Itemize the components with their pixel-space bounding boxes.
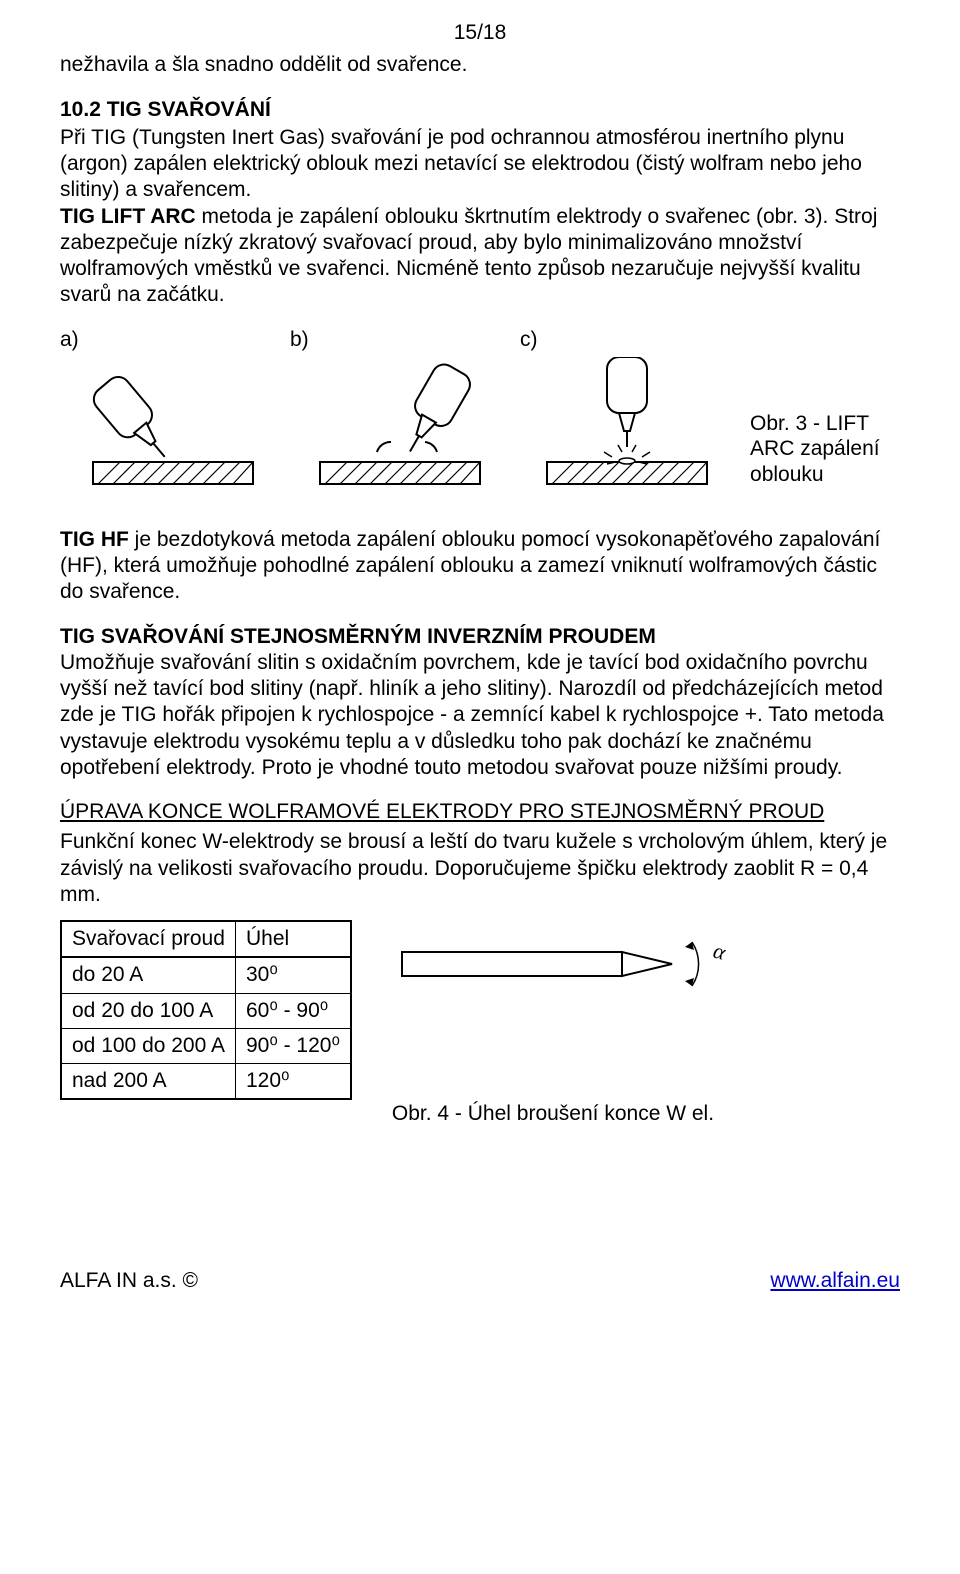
fig4-caption: Obr. 4 - Úhel broušení konce W el. — [392, 1101, 900, 1127]
fig3-caption: Obr. 3 - LIFT ARC zapálení oblouku — [750, 411, 900, 487]
label-c: c) — [520, 328, 538, 351]
label-a: a) — [60, 328, 79, 351]
th-current: Svařovací proud — [61, 921, 235, 957]
para2-body: je bezdotyková metoda zapálení oblouku p… — [60, 528, 880, 604]
table-and-fig4-row: Svařovací proud Úhel do 20 A30⁰ od 20 do… — [60, 914, 900, 1128]
th-angle: Úhel — [235, 921, 350, 957]
label-b: b) — [290, 328, 309, 351]
fig3-b — [287, 357, 514, 487]
footer-link[interactable]: www.alfain.eu — [770, 1268, 900, 1294]
heading-3: ÚPRAVA KONCE WOLFRAMOVÉ ELEKTRODY PRO ST… — [60, 799, 900, 825]
para2-prefix: TIG HF — [60, 528, 129, 551]
section-title: 10.2 TIG SVAŘOVÁNÍ — [60, 97, 900, 123]
abc-labels-row: a) b) c) — [60, 327, 900, 353]
cell: 90⁰ - 120⁰ — [235, 1028, 350, 1063]
paragraph-3: Umožňuje svařování slitin s oxidačním po… — [60, 650, 900, 781]
footer-left: ALFA IN a.s. © — [60, 1268, 198, 1294]
footer: ALFA IN a.s. © www.alfain.eu — [60, 1268, 900, 1294]
svg-text:α: α — [711, 938, 729, 965]
fig3-a — [60, 357, 287, 487]
cell: 120⁰ — [235, 1064, 350, 1100]
cell: do 20 A — [61, 957, 235, 993]
para1-b-prefix: TIG LIFT ARC — [60, 205, 196, 228]
cell: 60⁰ - 90⁰ — [235, 993, 350, 1028]
fig3-c — [513, 357, 740, 487]
top-line-text: nežhavila a šla snadno oddělit od svařen… — [60, 52, 900, 78]
cell: od 20 do 100 A — [61, 993, 235, 1028]
heading-2: TIG SVAŘOVÁNÍ STEJNOSMĚRNÝM INVERZNÍM PR… — [60, 624, 900, 650]
para1-a: Při TIG (Tungsten Inert Gas) svařování j… — [60, 126, 862, 202]
cell: od 100 do 200 A — [61, 1028, 235, 1063]
paragraph-4: Funkční konec W-elektrody se brousí a le… — [60, 829, 900, 908]
angle-table: Svařovací proud Úhel do 20 A30⁰ od 20 do… — [60, 920, 352, 1100]
angle-table-wrap: Svařovací proud Úhel do 20 A30⁰ od 20 do… — [60, 914, 352, 1100]
paragraph-1: Při TIG (Tungsten Inert Gas) svařování j… — [60, 125, 900, 309]
paragraph-2: TIG HF je bezdotyková metoda zapálení ob… — [60, 527, 900, 606]
cell: 30⁰ — [235, 957, 350, 993]
fig4-area: α Obr. 4 - Úhel broušení konce W el. — [392, 914, 900, 1128]
cell: nad 200 A — [61, 1064, 235, 1100]
fig4-svg: α — [392, 924, 752, 1004]
figure-3-row: Obr. 3 - LIFT ARC zapálení oblouku — [60, 357, 900, 487]
page-number: 15/18 — [60, 20, 900, 46]
